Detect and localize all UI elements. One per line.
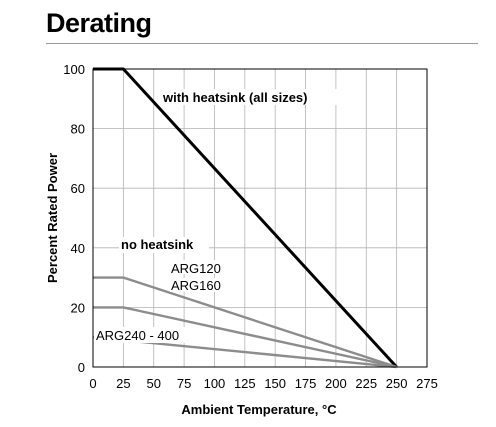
grid-lines — [93, 69, 427, 367]
arg240-label-bg — [94, 327, 200, 343]
x-axis-label: Ambient Temperature, °C — [181, 402, 337, 417]
y-tick-label: 40 — [71, 241, 85, 256]
x-tick-label: 225 — [355, 376, 377, 391]
series-line-arg160 — [93, 306, 397, 369]
chart-title: Derating — [46, 8, 152, 38]
x-tick-label: 125 — [234, 376, 256, 391]
x-tick-label: 0 — [89, 376, 96, 391]
y-tick-label: 60 — [71, 181, 85, 196]
x-tick-label: 100 — [204, 376, 226, 391]
no-heatsink-label: no heatsink — [121, 237, 194, 252]
y-tick-label: 80 — [71, 122, 85, 137]
arg240-label: ARG240 - 400 — [96, 328, 179, 343]
arg120-label: ARG120 — [171, 261, 221, 276]
y-tick-labels: 0 20 40 60 80 100 — [63, 62, 85, 375]
x-tick-label: 275 — [416, 376, 438, 391]
x-tick-label: 250 — [386, 376, 408, 391]
heatsink-label: with heatsink (all sizes) — [162, 90, 308, 105]
plot-frame — [92, 68, 428, 368]
y-tick-label: 0 — [78, 360, 85, 375]
x-tick-label: 150 — [264, 376, 286, 391]
y-tick-label: 20 — [71, 300, 85, 315]
x-tick-label: 75 — [177, 376, 191, 391]
series-line-arg120 — [93, 276, 398, 369]
y-tick-label: 100 — [63, 62, 85, 77]
title-divider — [46, 43, 478, 44]
arg160-label-bg — [170, 278, 240, 292]
heatsink-label-bg — [161, 89, 339, 105]
x-tick-label: 50 — [146, 376, 160, 391]
arg120-label-bg — [170, 260, 240, 274]
x-tick-labels: 0 25 50 75 100 125 150 175 200 225 250 275 — [89, 376, 437, 391]
y-axis-label: Percent Rated Power — [45, 153, 60, 283]
arg160-label: ARG160 — [171, 278, 221, 293]
x-tick-label: 25 — [116, 376, 130, 391]
x-tick-label: 200 — [325, 376, 347, 391]
x-tick-label: 175 — [295, 376, 317, 391]
no-heatsink-label-bg — [119, 237, 209, 253]
